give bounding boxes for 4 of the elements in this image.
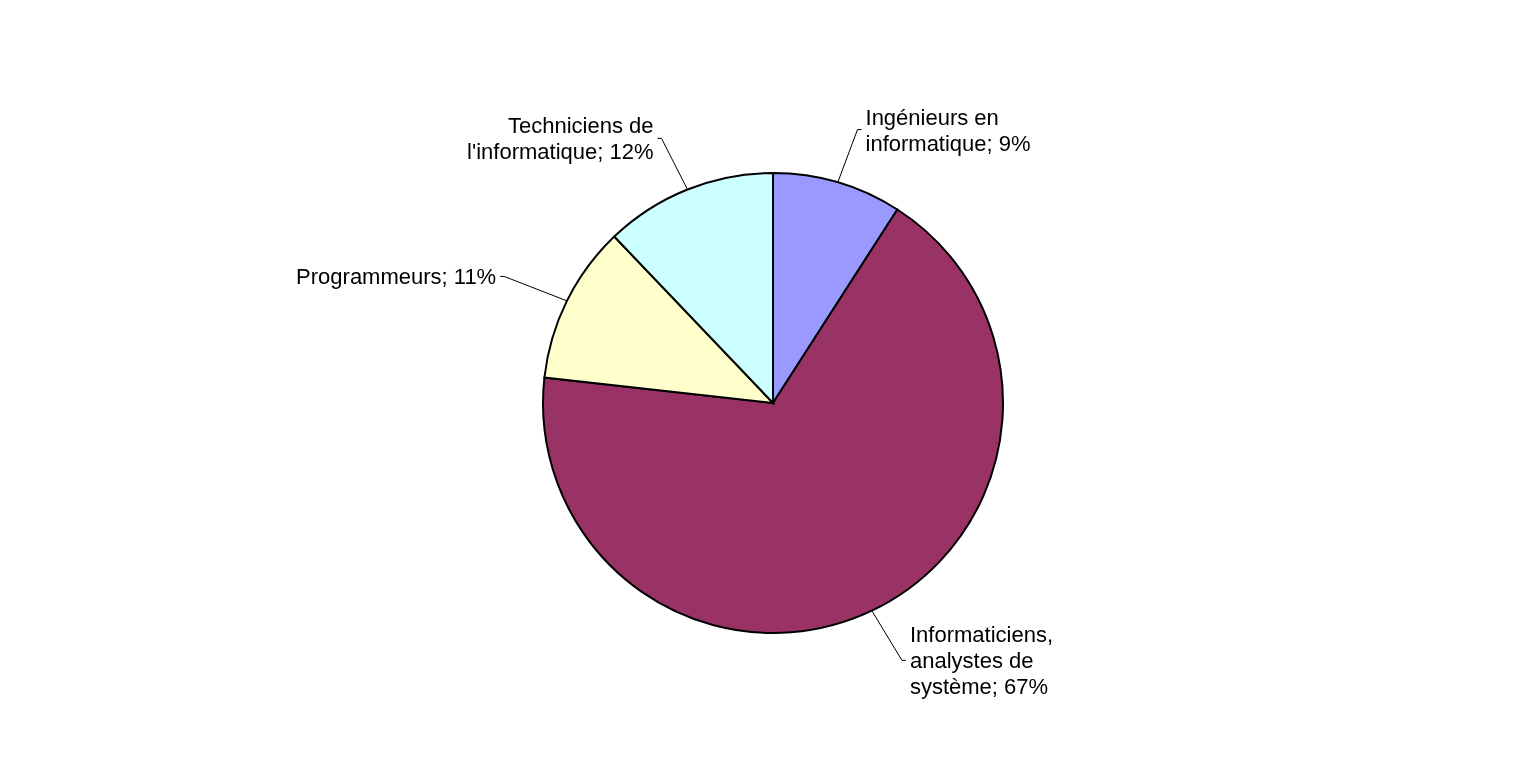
slice-label: Informaticiens, analystes de système; 67% (909, 621, 1053, 699)
slice-label: Programmeurs; 11% (296, 263, 497, 289)
slice-label: Ingénieurs en informatique; 9% (865, 104, 1031, 156)
slice-label: Techniciens de l'informatique; 12% (467, 112, 654, 164)
